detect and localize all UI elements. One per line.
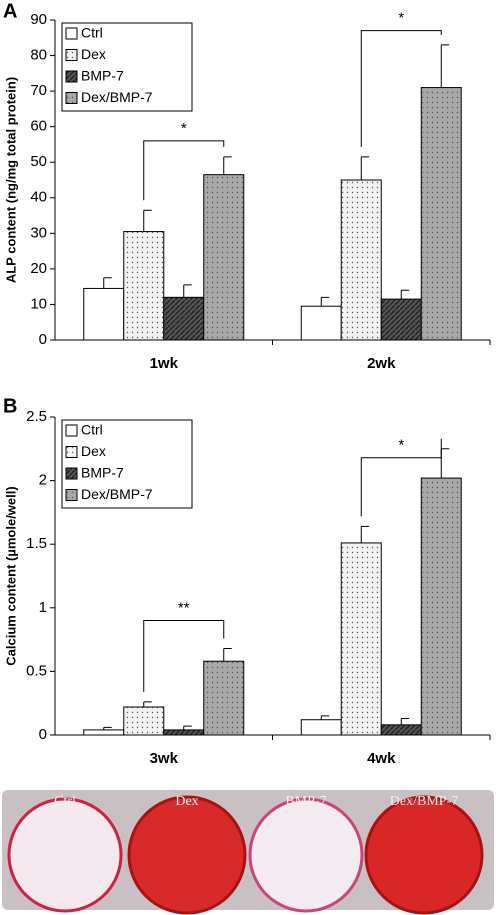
error-bar — [103, 726, 112, 730]
bar — [203, 174, 245, 341]
y-tick-label: 1.5 — [26, 535, 47, 552]
legend-label: BMP-7 — [81, 465, 124, 481]
legend-label: Dex — [81, 443, 106, 459]
error-bar — [360, 525, 370, 543]
well-label: Dex/BMP-7 — [390, 794, 458, 809]
y-tick-label: 60 — [30, 118, 47, 135]
error-bar — [103, 277, 112, 289]
x-tick-label: 2wk — [367, 355, 396, 372]
legend-swatch — [65, 70, 78, 83]
significance-bracket — [143, 140, 225, 201]
legend-swatch — [65, 424, 78, 437]
error-bar — [183, 725, 192, 730]
error-bar — [440, 448, 450, 479]
y-axis-label: Calcium content (µmole/well) — [3, 486, 18, 665]
error-bar — [143, 209, 152, 232]
bar — [123, 706, 165, 736]
error-bar — [360, 156, 370, 180]
error-bar — [320, 715, 330, 720]
significance-bracket — [143, 620, 225, 692]
legend-swatch — [65, 489, 78, 501]
bar — [300, 719, 342, 736]
well-label: BMP-7 — [285, 794, 326, 809]
bar — [380, 724, 422, 736]
bar — [340, 179, 382, 341]
significance-label: * — [398, 10, 404, 27]
significance-label: ** — [178, 599, 190, 616]
bar — [123, 231, 165, 341]
error-bar — [223, 156, 232, 175]
y-tick-label: 80 — [30, 47, 47, 64]
well — [364, 795, 484, 915]
legend-label: Ctrl — [81, 422, 103, 438]
y-tick-label: 30 — [30, 224, 47, 241]
bar — [380, 298, 422, 341]
y-tick-label: 10 — [30, 295, 47, 312]
y-tick-label: 2.5 — [26, 408, 47, 425]
legend-swatch — [65, 27, 78, 40]
bar — [83, 729, 125, 736]
bar — [83, 287, 125, 341]
y-tick-label: 1 — [39, 599, 47, 616]
panel-label: A — [3, 0, 17, 22]
legend-swatch — [65, 467, 78, 480]
bar — [203, 660, 245, 736]
y-tick-label: 40 — [30, 189, 47, 206]
significance-label: * — [181, 120, 187, 137]
well-label: Dex — [175, 794, 198, 809]
error-bar — [320, 296, 330, 307]
legend-swatch — [65, 92, 78, 104]
significance-label: * — [398, 437, 404, 454]
well-label: Ctrl — [54, 794, 76, 809]
y-tick-label: 0 — [39, 331, 47, 348]
error-bar — [400, 717, 410, 725]
significance-bracket — [360, 30, 442, 147]
photo-panel: C Ctrl Dex BMP-7 Dex/BMP-7 — [2, 790, 494, 915]
bar — [163, 296, 205, 341]
legend-box — [61, 419, 193, 509]
panel-label: B — [3, 395, 17, 417]
bar — [420, 87, 462, 341]
bar — [163, 729, 205, 736]
bar — [340, 542, 382, 736]
y-tick-label: 0 — [39, 726, 47, 743]
legend-label: Ctrl — [81, 25, 103, 41]
well — [248, 797, 364, 913]
legend-swatch — [65, 446, 78, 458]
legend-swatch — [65, 49, 78, 61]
y-tick-label: 2 — [39, 472, 47, 489]
y-axis-label: ALP content (ng/mg total protein) — [3, 77, 18, 283]
legend-label: Dex/BMP-7 — [81, 486, 153, 502]
legend-label: Dex — [81, 46, 106, 62]
well — [127, 795, 247, 915]
error-bar — [400, 289, 410, 300]
error-bar — [440, 44, 450, 88]
legend-label: Dex/BMP-7 — [81, 89, 153, 105]
legend-label: BMP-7 — [81, 68, 124, 84]
error-bar — [183, 284, 192, 298]
y-tick-label: 50 — [30, 153, 47, 170]
legend-box — [61, 22, 193, 112]
significance-bracket — [360, 438, 442, 517]
x-tick-label: 3wk — [150, 750, 179, 767]
y-tick-label: 70 — [30, 82, 47, 99]
y-tick-label: 90 — [30, 11, 47, 28]
y-tick-label: 20 — [30, 260, 47, 277]
x-tick-label: 4wk — [367, 750, 396, 767]
y-tick-label: 0.5 — [26, 662, 47, 679]
x-tick-label: 1wk — [150, 355, 179, 372]
error-bar — [143, 701, 152, 708]
error-bar — [223, 648, 232, 662]
well — [7, 797, 123, 913]
bar — [300, 305, 342, 341]
bar — [420, 477, 462, 736]
